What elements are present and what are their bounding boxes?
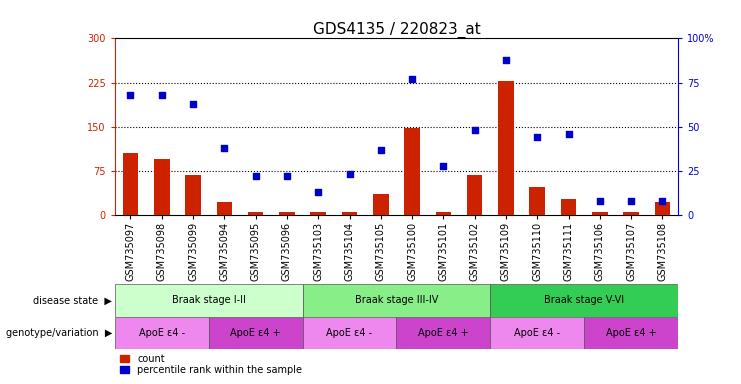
Bar — [436, 212, 451, 215]
Bar — [529, 187, 545, 215]
Bar — [123, 153, 139, 215]
Text: genotype/variation  ▶: genotype/variation ▶ — [5, 328, 112, 338]
Point — [187, 101, 199, 107]
Point — [469, 127, 481, 133]
Bar — [115, 317, 209, 349]
Bar — [561, 199, 576, 215]
Point — [437, 162, 449, 169]
Point — [281, 173, 293, 179]
Text: disease state  ▶: disease state ▶ — [33, 295, 112, 306]
Bar — [209, 317, 302, 349]
Point — [531, 134, 543, 141]
Bar — [279, 212, 295, 215]
Bar — [592, 212, 608, 215]
Text: ApoE ε4 +: ApoE ε4 + — [418, 328, 468, 338]
Bar — [216, 202, 232, 215]
Bar — [185, 175, 201, 215]
Point — [594, 198, 605, 204]
Bar — [310, 212, 326, 215]
Text: ApoE ε4 -: ApoE ε4 - — [514, 328, 560, 338]
Text: Braak stage III-IV: Braak stage III-IV — [355, 295, 438, 306]
Bar — [247, 212, 264, 215]
Point — [250, 173, 262, 179]
Text: ApoE ε4 +: ApoE ε4 + — [606, 328, 657, 338]
Title: GDS4135 / 220823_at: GDS4135 / 220823_at — [313, 22, 480, 38]
Point — [406, 76, 418, 82]
Text: ApoE ε4 -: ApoE ε4 - — [139, 328, 185, 338]
Bar — [654, 202, 670, 215]
Text: Braak stage I-II: Braak stage I-II — [172, 295, 246, 306]
Bar — [584, 317, 678, 349]
Point — [500, 56, 512, 63]
Bar — [302, 284, 491, 317]
Bar — [405, 128, 420, 215]
Bar — [498, 81, 514, 215]
Point — [156, 92, 167, 98]
Point — [375, 147, 387, 153]
Text: ApoE ε4 +: ApoE ε4 + — [230, 328, 281, 338]
Legend: count, percentile rank within the sample: count, percentile rank within the sample — [120, 354, 302, 375]
Point — [312, 189, 324, 195]
Bar — [373, 194, 388, 215]
Point — [562, 131, 574, 137]
Text: Braak stage V-VI: Braak stage V-VI — [544, 295, 624, 306]
Point — [219, 145, 230, 151]
Bar — [342, 212, 357, 215]
Text: ApoE ε4 -: ApoE ε4 - — [327, 328, 373, 338]
Bar — [467, 175, 482, 215]
Bar — [115, 284, 302, 317]
Point — [657, 198, 668, 204]
Point — [124, 92, 136, 98]
Bar — [396, 317, 491, 349]
Bar — [623, 212, 639, 215]
Point — [625, 198, 637, 204]
Bar — [491, 317, 584, 349]
Point — [344, 171, 356, 177]
Bar — [154, 159, 170, 215]
Bar — [491, 284, 678, 317]
Bar — [302, 317, 396, 349]
